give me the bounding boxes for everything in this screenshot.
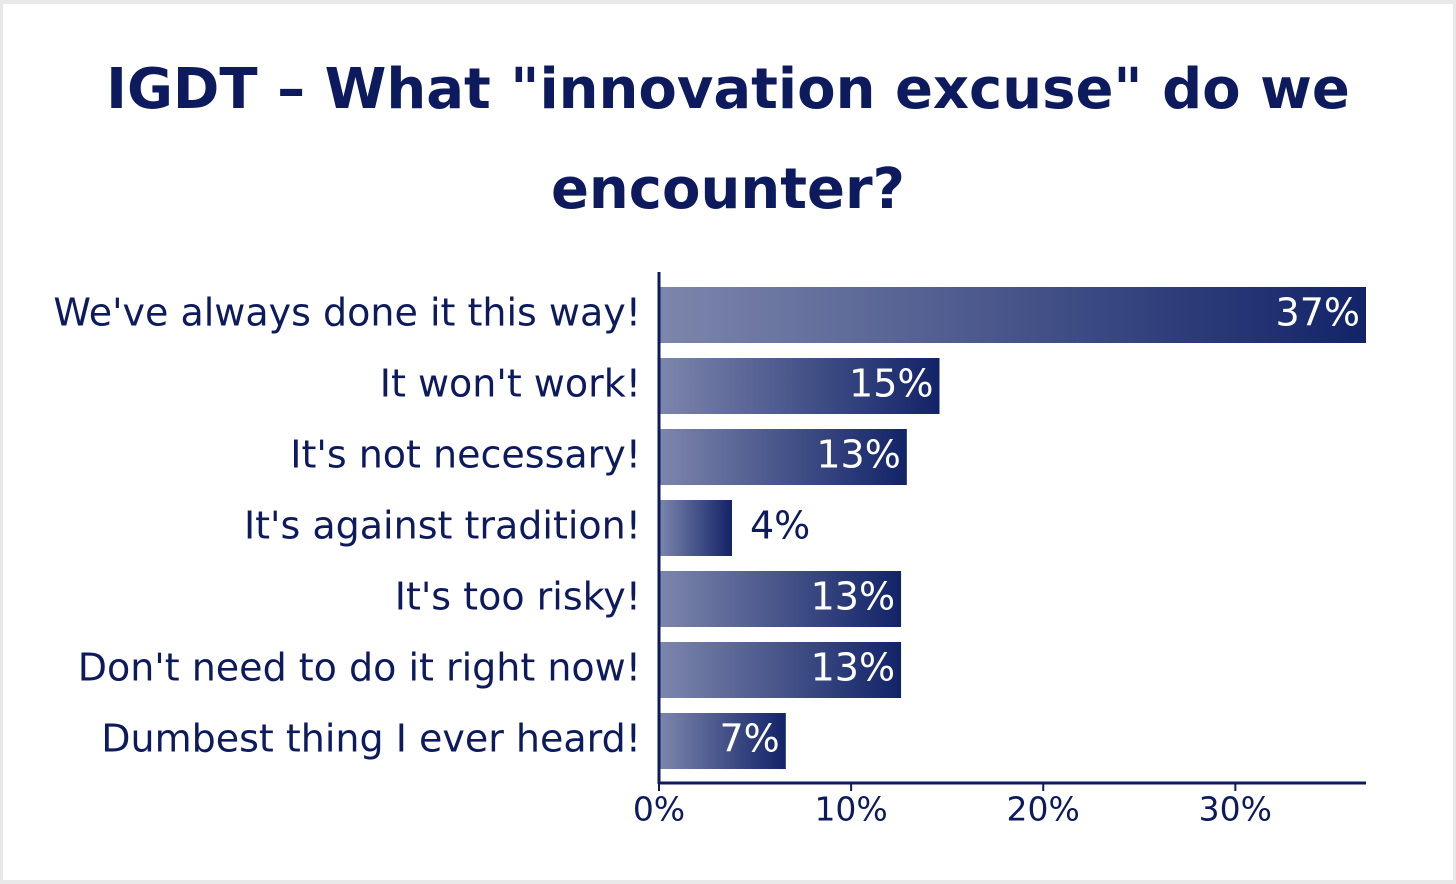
value-label: 7%: [720, 717, 780, 761]
value-label: 13%: [811, 646, 895, 690]
y-tick-label: We've always done it this way!: [53, 291, 641, 335]
bar: [659, 571, 902, 627]
value-label: 13%: [816, 433, 900, 477]
x-tick-label: 20%: [1007, 790, 1080, 829]
bar: [659, 429, 907, 485]
chart-title: IGDT – What "innovation excuse" do we en…: [106, 57, 1350, 222]
x-tick-label: 10%: [814, 790, 887, 829]
y-tick-label: It won't work!: [380, 362, 641, 406]
value-label: 15%: [849, 362, 933, 406]
bar: [659, 358, 940, 414]
value-label: 4%: [750, 504, 810, 548]
y-tick-label: It's against tradition!: [244, 504, 641, 548]
chart: 0% 10% 20% 30% We've always done it this way…: [53, 272, 1366, 829]
x-tick-label: 0%: [633, 790, 685, 829]
y-tick-label: Don't need to do it right now!: [78, 646, 641, 690]
y-tick-label: Dumbest thing I ever heard!: [101, 717, 641, 761]
bar: [659, 642, 902, 698]
y-tick-label: It's too risky!: [395, 575, 641, 619]
bar: [659, 500, 733, 556]
chart-frame: IGDT – What "innovation excuse" do we en…: [3, 4, 1453, 880]
value-label: 37%: [1276, 291, 1360, 335]
bar: [659, 713, 786, 769]
value-label: 13%: [811, 575, 895, 619]
y-tick-label: It's not necessary!: [290, 433, 641, 477]
x-tick-label: 30%: [1199, 790, 1272, 829]
bar: [659, 287, 1366, 343]
